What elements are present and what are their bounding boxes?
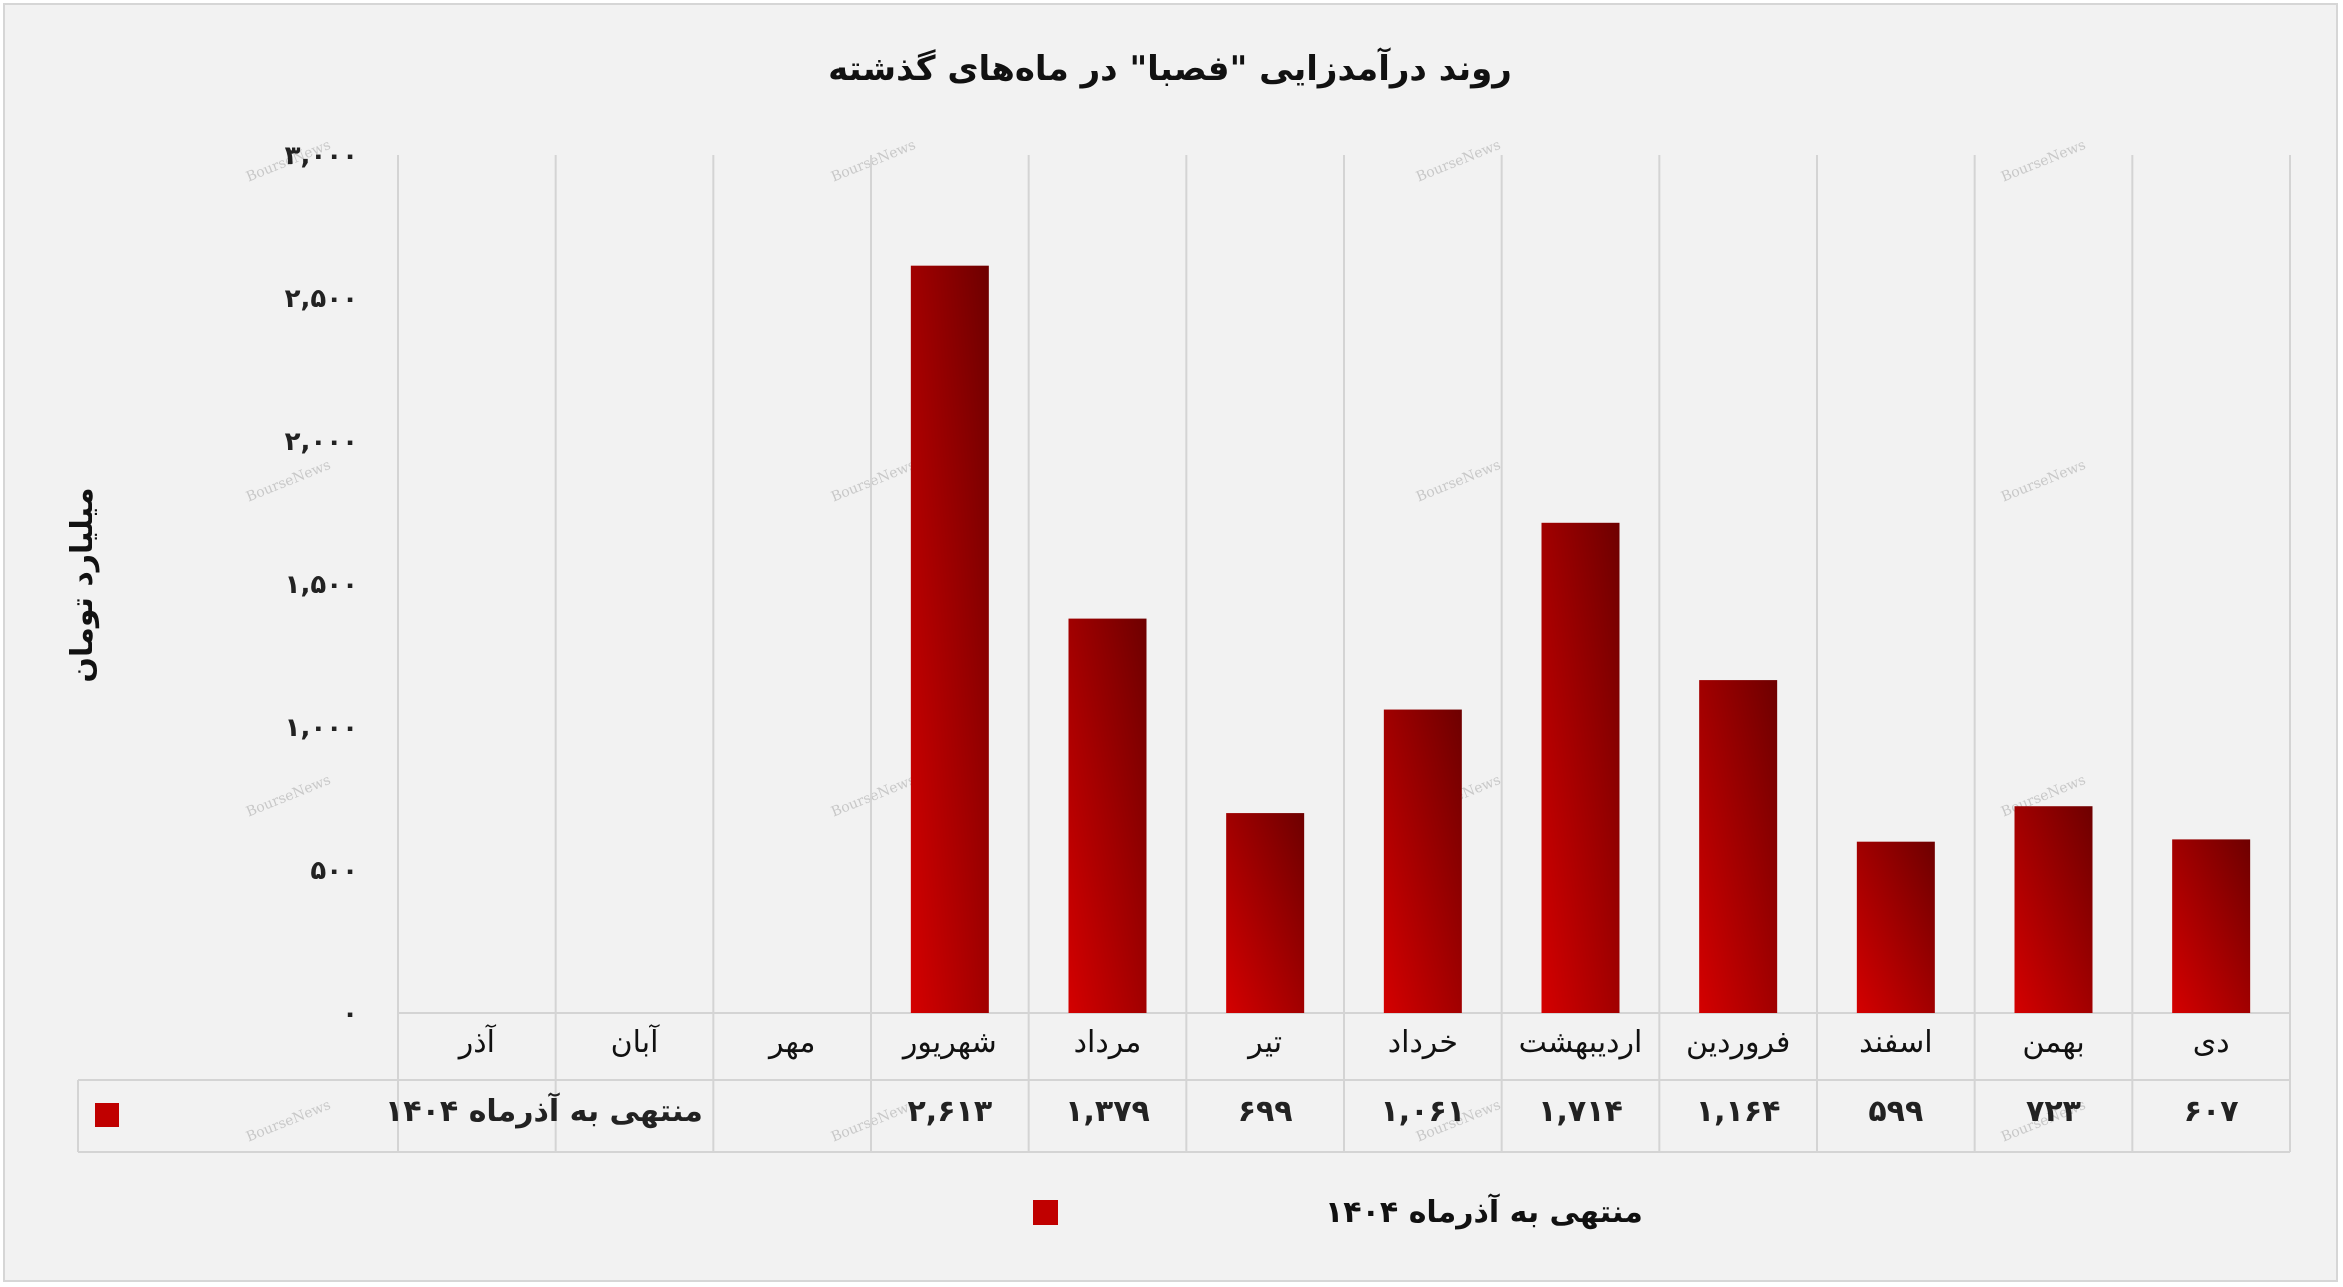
- watermark-text: BourseNews: [244, 772, 333, 820]
- bars: [910, 265, 2251, 1013]
- y-tick-label: ۳,۰۰۰: [285, 141, 358, 171]
- data-label: ۱,۳۷۹: [1065, 1094, 1150, 1129]
- category-label: اسفند: [1859, 1025, 1932, 1060]
- chart-title: روند درآمدزایی "فصبا" در ماه‌های گذشته: [828, 47, 1512, 89]
- grid-lines: [77, 155, 2291, 1153]
- y-tick-label: ۵۰۰: [310, 856, 358, 886]
- category-label: مهر: [767, 1025, 815, 1060]
- chart-frame: [3, 3, 2338, 1282]
- bar: [1383, 709, 1462, 1013]
- bar: [1226, 813, 1305, 1013]
- category-label: اردیبهشت: [1519, 1025, 1643, 1060]
- category-label: دی: [2193, 1025, 2230, 1060]
- watermark-text: BourseNews: [829, 772, 918, 820]
- data-table: دی ۶۰۷ بهمن ۷۲۳ اسفند ۵۹۹ فروردین ۱,۱۶۴ اردیبهشت…: [95, 1024, 2239, 1129]
- y-tick-label: ۲,۰۰۰: [285, 427, 358, 457]
- watermark-text: BourseNews: [1414, 457, 1503, 505]
- watermark-text: BourseNews: [1999, 137, 2088, 185]
- data-label: ۲,۶۱۳: [908, 1094, 993, 1129]
- bar: [2172, 839, 2251, 1013]
- category-label: فروردین: [1686, 1025, 1790, 1060]
- legend-entry-label: منتهی به آذرماه ۱۴۰۴: [1325, 1193, 1643, 1230]
- data-label: ۱,۰۶۱: [1381, 1094, 1466, 1129]
- y-tick-labels: ۰ ۵۰۰ ۱,۰۰۰ ۱,۵۰۰ ۲,۰۰۰ ۲,۵۰۰ ۳,۰۰۰: [285, 141, 358, 1029]
- y-tick-label: ۱,۰۰۰: [285, 713, 358, 743]
- bar: [1541, 522, 1620, 1013]
- watermark-text: BourseNews: [244, 1097, 333, 1145]
- y-tick-label: ۰: [342, 999, 358, 1029]
- bar: [910, 265, 989, 1013]
- legend: منتهی به آذرماه ۱۴۰۴: [1033, 1193, 1643, 1230]
- category-label: بهمن: [2022, 1025, 2084, 1060]
- category-label: آبان: [611, 1024, 661, 1060]
- watermark-text: BourseNews: [1999, 457, 2088, 505]
- data-label: ۱,۷۱۴: [1538, 1094, 1623, 1129]
- bar: [1068, 618, 1147, 1013]
- bar: [2014, 806, 2093, 1013]
- y-axis-label: میلیارد تومان: [65, 487, 100, 682]
- data-label: ۱,۱۶۴: [1696, 1094, 1781, 1129]
- data-label: ۶۰۷: [2184, 1094, 2239, 1129]
- category-label: آذر: [457, 1024, 497, 1060]
- y-tick-label: ۲,۵۰۰: [285, 284, 358, 314]
- category-label: خرداد: [1388, 1025, 1458, 1060]
- watermark-text: BourseNews: [829, 137, 918, 185]
- data-label: ۷۲۳: [2026, 1094, 2081, 1129]
- data-label: ۵۹۹: [1868, 1094, 1923, 1129]
- category-label: تیر: [1246, 1025, 1282, 1060]
- table-series-swatch: [95, 1103, 119, 1127]
- watermark-text: BourseNews: [829, 457, 918, 505]
- y-tick-label: ۱,۵۰۰: [285, 570, 358, 600]
- watermark-layer: BourseNews BourseNews BourseNews BourseNews…: [244, 137, 2088, 1145]
- bar: [1699, 680, 1778, 1013]
- watermark-text: BourseNews: [1414, 137, 1503, 185]
- watermark-text: BourseNews: [829, 1097, 918, 1145]
- table-series-label: منتهی به آذرماه ۱۴۰۴: [385, 1092, 703, 1129]
- category-label: شهریور: [901, 1025, 997, 1060]
- data-label: ۶۹۹: [1238, 1094, 1293, 1129]
- category-label: مرداد: [1074, 1025, 1142, 1060]
- legend-swatch: [1033, 1200, 1058, 1225]
- watermark-text: BourseNews: [244, 457, 333, 505]
- bar: [1856, 841, 1935, 1013]
